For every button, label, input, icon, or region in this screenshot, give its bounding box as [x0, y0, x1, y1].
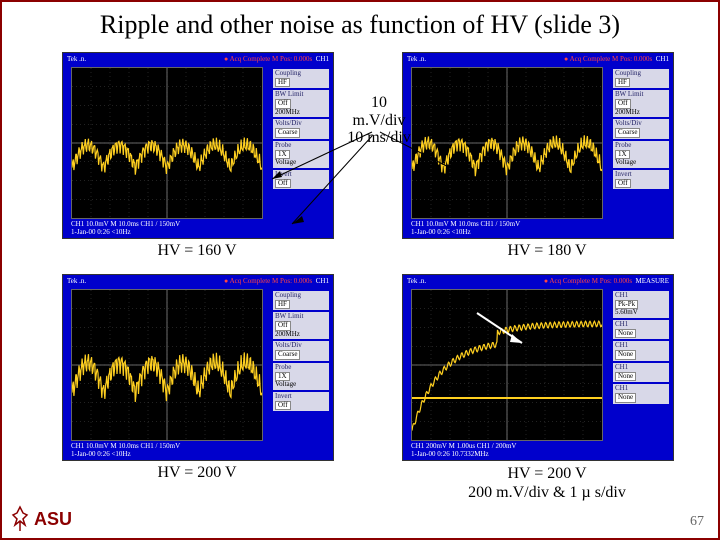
scope-br: Tek .n.● Acq Complete M Pos: 0.000s MEAS…: [402, 274, 674, 461]
asu-logo: ASU: [10, 505, 72, 533]
caption-tr: HV = 180 V: [472, 242, 622, 260]
caption-br: HV = 200 V200 m.V/div & 1 µ s/div: [432, 464, 662, 502]
footer: ASU: [10, 504, 710, 534]
alpha-label: α: [462, 292, 472, 315]
alpha-arrow: [472, 308, 532, 348]
content-area: Tek .n.● Acq Complete M Pos: 0.000s CH1C…: [2, 44, 718, 530]
slide-title: Ripple and other noise as function of HV…: [2, 2, 718, 44]
page-number: 67: [690, 514, 704, 530]
scope-bl: Tek .n.● Acq Complete M Pos: 0.000s CH1C…: [62, 274, 334, 461]
caption-bl: HV = 200 V: [122, 464, 272, 482]
caption-tl: HV = 160 V: [122, 242, 272, 260]
annotation-arrows: [262, 124, 482, 234]
